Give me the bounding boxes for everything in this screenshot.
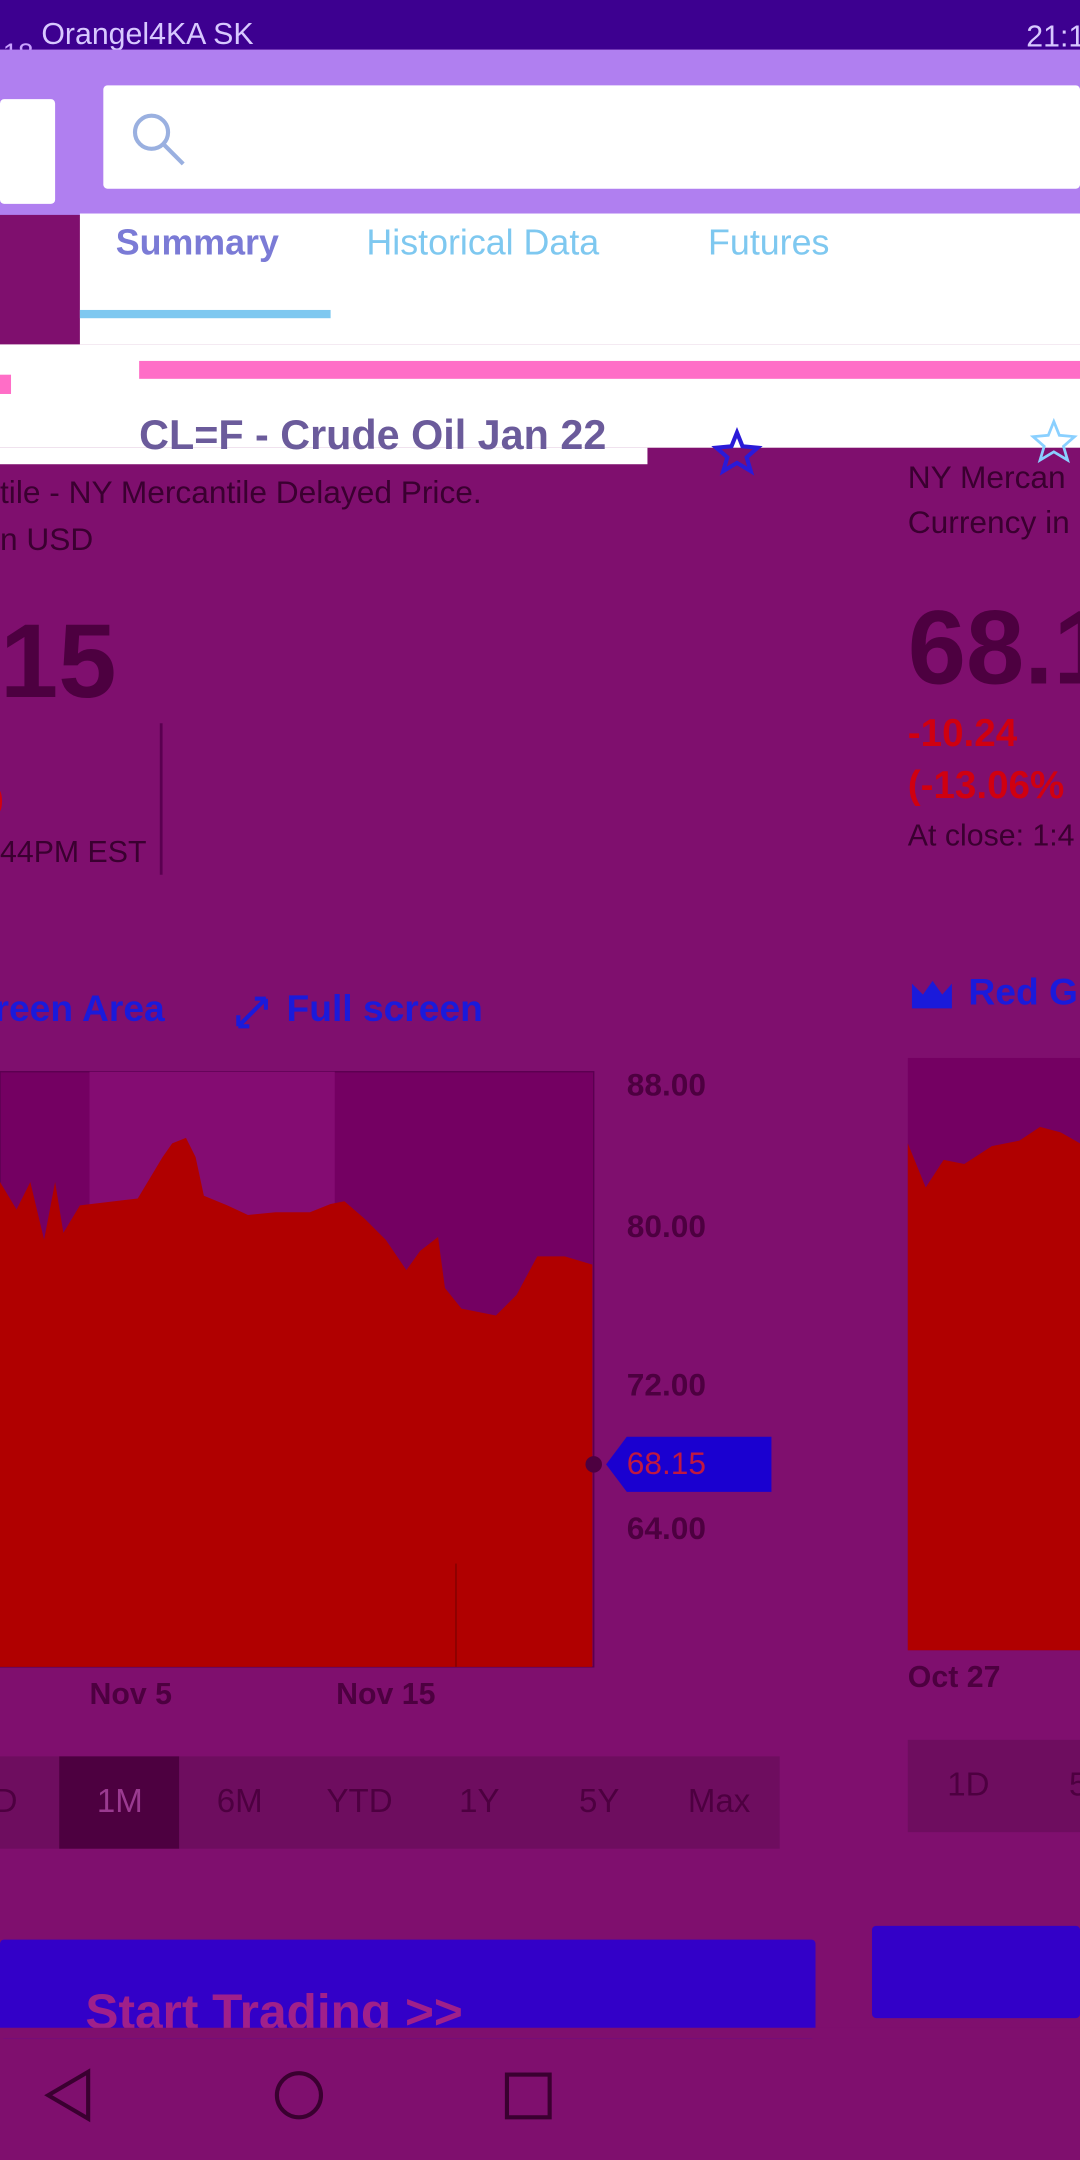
menu-box[interactable] xyxy=(0,99,56,204)
range-button[interactable]: Max xyxy=(688,1783,751,1820)
range-button[interactable]: D xyxy=(0,1783,17,1820)
range-button[interactable]: YTD xyxy=(326,1783,392,1820)
range-button[interactable]: 1Y xyxy=(459,1783,499,1820)
exchange-right: NY Mercan xyxy=(908,459,1066,495)
tab[interactable]: Futures xyxy=(708,223,829,263)
fullscreen[interactable]: Full screen xyxy=(287,987,483,1029)
pink-bar xyxy=(139,360,1080,379)
price-area-right xyxy=(907,1126,1080,1651)
search-icon xyxy=(132,113,171,151)
area-icon xyxy=(911,980,952,1009)
range-buttons: D 1M 6M YTD 1Y 5Y Max xyxy=(0,1783,751,1820)
change-right: -10.24 xyxy=(908,712,1018,755)
status-bar xyxy=(0,0,1080,50)
tab[interactable]: Historical Data xyxy=(366,223,599,263)
search-bar[interactable] xyxy=(103,85,1080,189)
search-icon-handle xyxy=(162,143,185,166)
range-button[interactable]: 1D xyxy=(947,1766,989,1803)
fullscreen-icon xyxy=(236,996,268,1029)
status-time: 21:1 xyxy=(1026,21,1080,54)
change-pct-right: (-13.06% xyxy=(908,764,1064,807)
carrier: Orangel4KA SK xyxy=(41,18,253,51)
nav-recents[interactable] xyxy=(504,2072,552,2120)
nav-back[interactable] xyxy=(44,2068,91,2123)
tab-underline xyxy=(79,309,331,319)
chart-type-right[interactable]: Red Gr xyxy=(968,970,1080,1012)
price-area xyxy=(0,1137,593,1667)
currency: n USD xyxy=(0,521,93,557)
range-bar-right xyxy=(907,1739,1080,1833)
chart-type[interactable]: reen Area xyxy=(0,987,165,1029)
quote-time-right: At close: 1:4 xyxy=(908,820,1075,853)
range-button[interactable]: 1M xyxy=(97,1783,143,1820)
nav-home[interactable] xyxy=(274,2071,324,2120)
title-region-edge xyxy=(0,447,648,465)
tab-bar xyxy=(79,213,1080,345)
cta-button-right[interactable] xyxy=(871,1925,1080,2019)
price: 15 xyxy=(0,603,116,720)
current-price-tag xyxy=(606,1436,772,1492)
range-selected xyxy=(59,1756,180,1849)
y-tick-label: 88.00 xyxy=(627,1066,706,1102)
cta-button[interactable] xyxy=(0,1939,816,2039)
current-dot xyxy=(585,1456,602,1473)
pink-mark xyxy=(0,374,12,394)
y-tick-label: 72.00 xyxy=(627,1367,706,1403)
quote-time: 44PM EST xyxy=(0,836,146,869)
exchange: tile - NY Mercantile Delayed Price. xyxy=(0,474,482,510)
y-tick-label: 80.00 xyxy=(627,1208,706,1244)
range-button[interactable]: 5 xyxy=(1069,1766,1080,1803)
watchlist-star[interactable] xyxy=(711,426,763,476)
change: 0 xyxy=(0,778,4,824)
y-tick-label: 64.00 xyxy=(627,1510,706,1546)
x-tick-label: Nov 5 xyxy=(90,1678,173,1711)
x-tick-label: Nov 15 xyxy=(336,1678,435,1711)
tab[interactable]: Summary xyxy=(116,223,279,263)
range-button[interactable]: 6M xyxy=(217,1783,263,1820)
current-price: 68.15 xyxy=(627,1445,706,1481)
x-tick-label-right: Oct 27 xyxy=(908,1661,1001,1694)
quote-title: CL=F - Crude Oil Jan 22 xyxy=(139,412,606,458)
cta-clip xyxy=(0,2027,1080,2039)
price-right: 68.1 xyxy=(908,589,1080,706)
range-button[interactable]: 5Y xyxy=(579,1783,619,1820)
watchlist-star-right[interactable] xyxy=(1029,417,1078,464)
currency-right: Currency in xyxy=(908,504,1070,540)
